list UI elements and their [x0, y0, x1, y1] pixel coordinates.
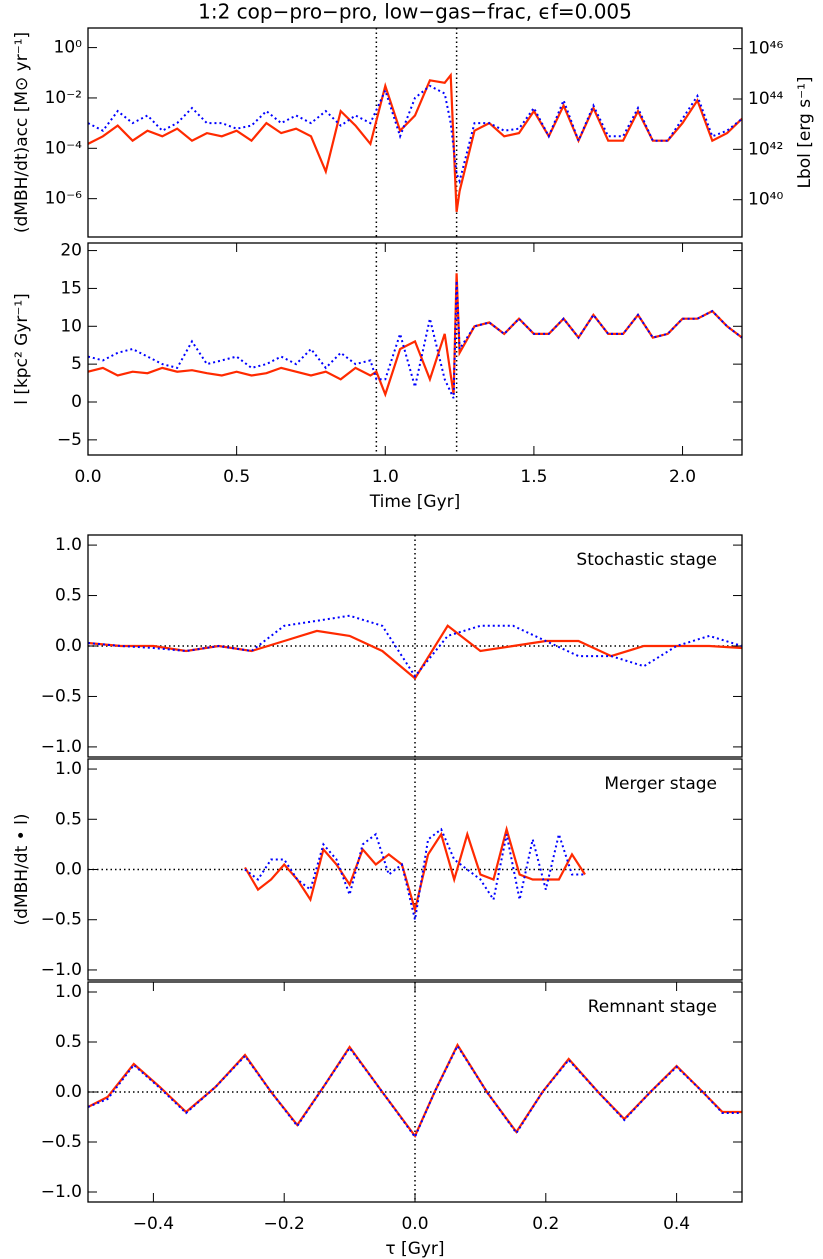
- series-line: [87, 84, 743, 185]
- x-axis-label: Time [Gyr]: [369, 492, 461, 512]
- plot-frame: [87, 758, 743, 981]
- plot-frame: [87, 27, 743, 238]
- series-line: [87, 280, 743, 399]
- x-tick-label: −0.4: [133, 1214, 174, 1234]
- plot-frame: [87, 534, 743, 758]
- y2-tick-label: 10⁴²: [748, 139, 783, 159]
- y-tick-label: −1.0: [41, 737, 82, 757]
- y-tick-label: 10⁻⁶: [45, 189, 83, 209]
- x-tick-label: 0.0: [74, 467, 101, 487]
- x-tick-label: 0.4: [663, 1214, 690, 1234]
- y-tick-label: −0.5: [41, 686, 82, 706]
- series-line: [87, 624, 743, 680]
- y-tick-label: −0.5: [41, 910, 82, 930]
- y-tick-label: 0.5: [55, 809, 82, 829]
- x-tick-label: 1.0: [372, 467, 399, 487]
- y-tick-label: −1.0: [41, 1182, 82, 1202]
- chart-title: 1:2 cop−pro−pro, low−gas−frac, ϵf=0.005: [198, 0, 632, 24]
- y-tick-label: 1.0: [55, 759, 82, 779]
- y2-axis-label: Lbol [erg s⁻¹]: [795, 76, 815, 188]
- y-tick-label: 10⁰: [54, 38, 83, 58]
- series-line: [87, 1043, 742, 1140]
- y-tick-label: 0.0: [55, 860, 82, 880]
- y-tick-label: 20: [60, 241, 82, 261]
- y-tick-label: 5: [71, 354, 82, 374]
- x-tick-label: 2.0: [669, 467, 696, 487]
- x-tick-label: −0.2: [264, 1214, 305, 1234]
- x-axis-label: τ [Gyr]: [385, 1239, 444, 1259]
- x-tick-label: 0.5: [223, 467, 250, 487]
- y2-tick-label: 10⁴⁴: [748, 89, 783, 109]
- y-axis-label: (dMBH/dt • l): [12, 814, 32, 926]
- y-tick-label: 1.0: [55, 982, 82, 1002]
- panel-label: Remnant stage: [588, 997, 717, 1017]
- y-tick-label: 0.0: [55, 1082, 82, 1102]
- y-tick-label: 0: [71, 392, 82, 412]
- y-tick-label: 0.5: [55, 1032, 82, 1052]
- y-tick-label: −0.5: [41, 1132, 82, 1152]
- series-line: [87, 614, 743, 679]
- y-axis-label: (dMBH/dt)acc [M⊙ yr⁻¹]: [12, 32, 32, 233]
- y-tick-label: 10⁻²: [45, 88, 82, 108]
- y-tick-label: 10⁻⁴: [45, 138, 83, 158]
- panel-label: Stochastic stage: [576, 550, 717, 570]
- plot-frame: [87, 242, 743, 456]
- series-line: [244, 825, 586, 915]
- y-tick-label: 15: [60, 278, 82, 298]
- y-tick-label: 0.5: [55, 586, 82, 606]
- x-tick-label: 1.5: [520, 467, 547, 487]
- x-tick-label: 0.2: [532, 1214, 559, 1234]
- series-line: [87, 72, 743, 212]
- y-tick-label: 10: [60, 316, 82, 336]
- y-tick-label: 1.0: [55, 535, 82, 555]
- y-tick-label: 0.0: [55, 636, 82, 656]
- y-axis-label: l [kpc² Gyr⁻¹]: [12, 293, 32, 405]
- y2-tick-label: 10⁴⁰: [748, 190, 783, 210]
- y2-tick-label: 10⁴⁶: [748, 39, 783, 59]
- x-tick-label: 0.0: [401, 1214, 428, 1234]
- series-line: [87, 273, 743, 398]
- panel-label: Merger stage: [604, 774, 717, 794]
- plot-frame: [87, 981, 743, 1203]
- y-tick-label: −5: [57, 430, 82, 450]
- y-tick-label: −1.0: [41, 960, 82, 980]
- series-line: [87, 1042, 742, 1139]
